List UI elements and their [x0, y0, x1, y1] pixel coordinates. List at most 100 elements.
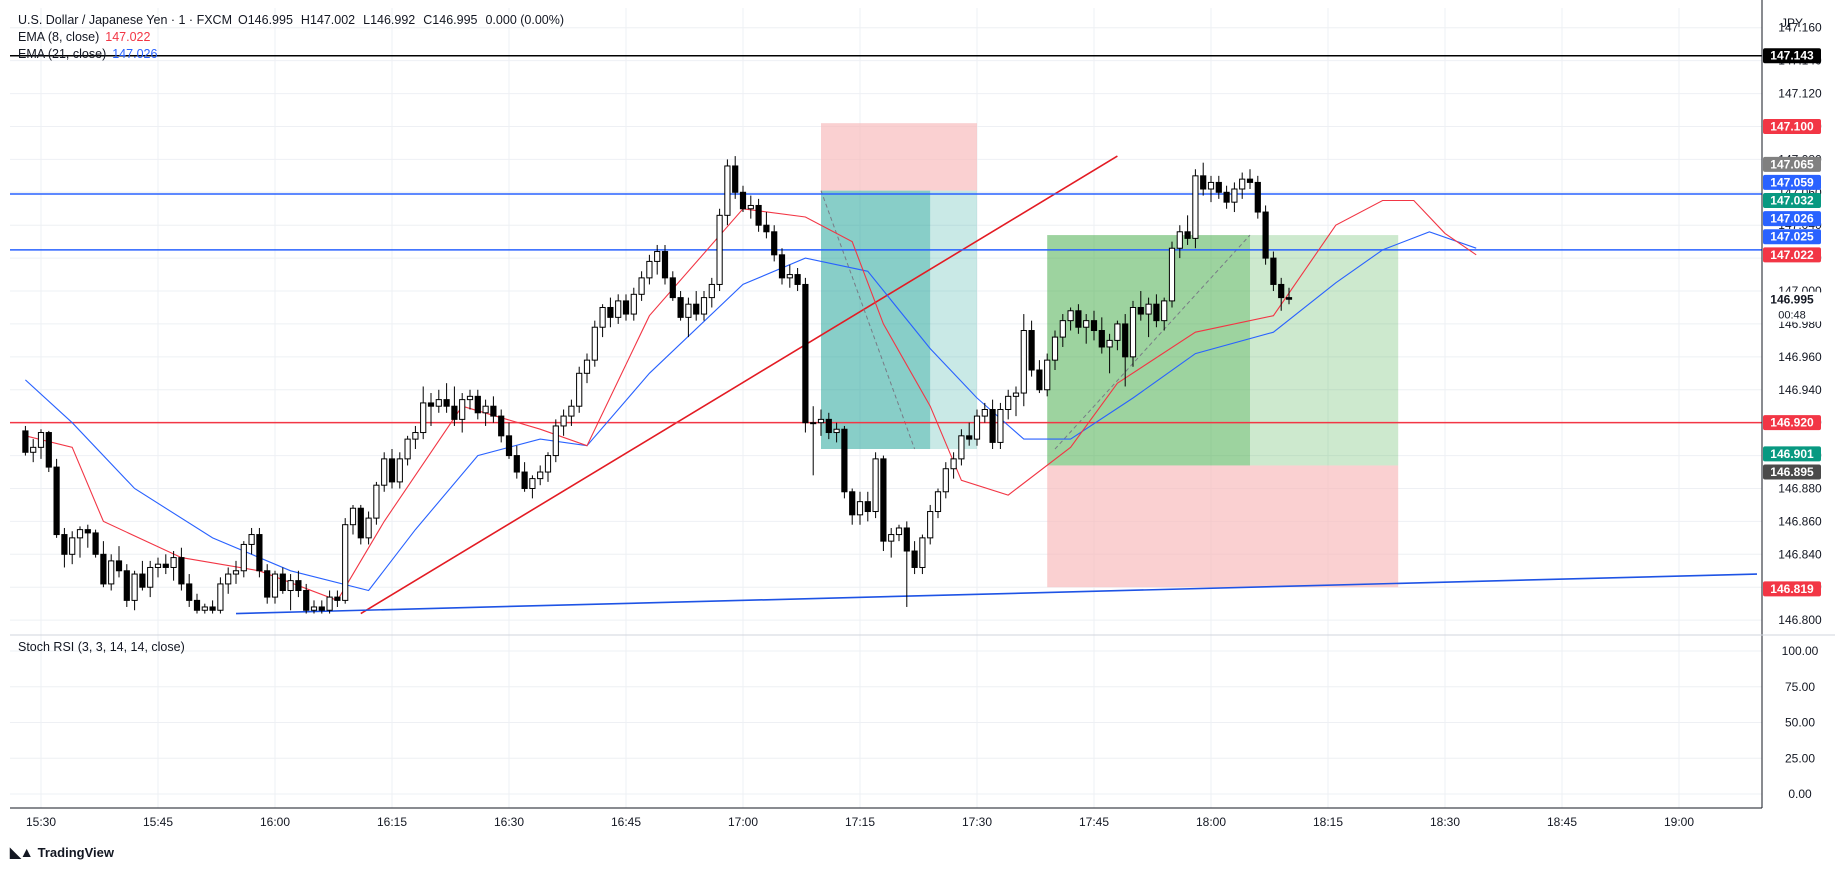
currency-label[interactable]: JPY — [1780, 16, 1803, 30]
high-label: H — [300, 13, 310, 27]
candle — [1231, 182, 1238, 213]
candle-body — [1090, 320, 1098, 332]
stoch-rsi-label[interactable]: Stoch RSI (3, 3, 14, 14, close) — [18, 640, 185, 654]
short-target-zone — [930, 190, 977, 449]
candle-body — [778, 254, 786, 279]
candle-body — [427, 402, 435, 407]
countdown-text: 00:48 — [1778, 309, 1806, 321]
candle-body — [1075, 310, 1082, 328]
price-label-bg — [1763, 291, 1821, 322]
candle-body — [61, 534, 68, 555]
blue-trendline — [235, 573, 1758, 615]
candle — [544, 452, 552, 482]
stoch-tick-label: 100.00 — [1782, 644, 1819, 658]
ema21-row[interactable]: EMA (21, close) 147.026 — [18, 46, 564, 63]
candle-body — [1246, 178, 1254, 183]
candle — [1083, 314, 1090, 344]
candle — [396, 452, 403, 489]
candle — [771, 225, 778, 262]
candle — [646, 254, 653, 285]
candle-body — [256, 534, 263, 572]
candle — [919, 534, 926, 575]
candle-body — [53, 466, 60, 536]
ema21-label: EMA (21, close) — [18, 47, 107, 61]
candle-body — [45, 432, 52, 468]
candle-body — [279, 573, 286, 592]
candle — [1114, 320, 1121, 351]
candlesticks[interactable] — [22, 156, 1293, 614]
candle-body — [170, 557, 177, 568]
candle — [147, 560, 154, 598]
ema8-row[interactable]: EMA (8, close) 147.022 — [18, 29, 564, 46]
y-tick-label: 146.940 — [1778, 383, 1822, 397]
price-label-text: 147.026 — [1770, 212, 1814, 226]
candle — [193, 593, 201, 614]
price-label-text: 146.901 — [1770, 447, 1814, 461]
y-tick-label: 146.880 — [1778, 481, 1822, 495]
candle-body — [373, 484, 380, 519]
horizontal-levels[interactable] — [10, 54, 1762, 424]
candle-body — [505, 435, 513, 457]
x-tick-label: 16:45 — [611, 815, 641, 829]
candle-body — [966, 435, 973, 440]
candle — [1215, 175, 1222, 199]
candle — [1184, 215, 1191, 245]
price-label-bg — [1763, 118, 1821, 134]
candle-body — [654, 251, 661, 262]
candle — [412, 425, 419, 449]
candle — [1129, 300, 1137, 367]
candle-body — [1262, 211, 1269, 259]
candle — [1262, 205, 1269, 265]
tradingview-brand[interactable]: ◣▲ TradingView — [10, 844, 114, 861]
symbol-title[interactable]: U.S. Dollar / Japanese Yen · 1 · FXCM — [18, 13, 232, 27]
candle-body — [864, 501, 871, 513]
candle — [1153, 294, 1160, 328]
price-label: 147.059 — [1763, 174, 1821, 190]
x-tick-label: 15:30 — [26, 815, 56, 829]
candle-body — [552, 425, 559, 457]
y-axis-ticks: 146.800146.820146.840146.860146.880146.9… — [1778, 21, 1822, 627]
candle-body — [630, 293, 637, 315]
candle-body — [747, 204, 754, 210]
candle — [1137, 291, 1144, 321]
price-labels[interactable]: 147.143 147.100 147.065 147.059 147.032 147.0… — [1763, 48, 1821, 597]
candle — [186, 574, 193, 607]
candle — [349, 504, 357, 535]
candle-body — [1028, 330, 1035, 371]
candle — [716, 208, 723, 292]
candle-body — [1254, 181, 1261, 213]
candle-body — [1145, 303, 1152, 315]
candle — [1012, 386, 1020, 417]
candle — [482, 399, 489, 426]
candle — [1028, 320, 1035, 377]
candle — [981, 402, 988, 423]
candle-body — [365, 517, 372, 539]
candle-body — [178, 557, 185, 585]
candle — [1192, 169, 1199, 249]
candle-body — [521, 471, 528, 489]
candle — [685, 297, 692, 338]
candle — [287, 574, 294, 611]
price-label-bg — [1763, 446, 1821, 462]
x-tick-label: 17:15 — [845, 815, 875, 829]
candle — [61, 527, 68, 568]
candle-body — [459, 399, 466, 420]
candle — [256, 527, 263, 578]
candle — [1200, 162, 1207, 196]
candle — [357, 504, 364, 545]
candle — [76, 526, 84, 558]
candle-body — [1036, 369, 1043, 391]
long-path-dashed — [1054, 234, 1251, 450]
candle-body — [802, 283, 809, 424]
candle — [1168, 241, 1176, 308]
candle — [92, 529, 99, 558]
candle-body — [1223, 191, 1230, 203]
candle — [303, 583, 310, 614]
candle-body — [1200, 175, 1207, 190]
candle — [326, 590, 333, 614]
candle-body — [615, 300, 622, 318]
candle — [381, 452, 388, 492]
candle — [443, 383, 450, 413]
candle-body — [1044, 359, 1051, 391]
